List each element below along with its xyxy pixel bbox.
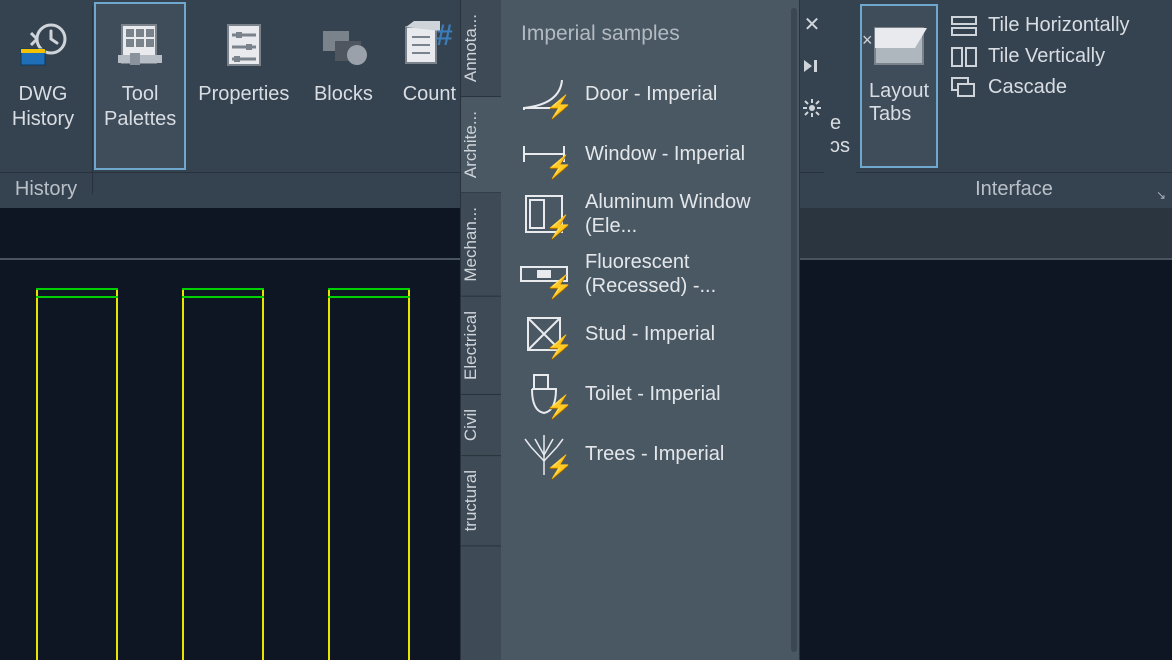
dynamic-bolt-icon: ⚡ [546,334,573,360]
tile-horizontally-button[interactable]: Tile Horizontally [950,14,1130,37]
count-button[interactable]: # Count [387,2,471,170]
fragment-text: e ɔs [824,0,856,172]
layout-tabs-label: Layout Tabs [869,80,929,126]
panel-history-label: History [0,172,92,206]
layout-tabs-icon [868,16,930,72]
stud-icon: ⚡ [517,310,571,358]
palette-item-label: Trees - Imperial [585,442,789,466]
layout-tabs-button[interactable]: Layout Tabs [860,4,938,168]
palette-controls: ✕ [800,12,824,120]
panel-interface: Layout Tabs Tile Horizontally Tile Verti… [856,0,1172,208]
blocks-icon [311,16,375,74]
wall-segment [328,288,410,660]
dynamic-bolt-icon: ⚡ [546,274,573,300]
palette-item-door[interactable]: ⚡ Door - Imperial [515,64,791,124]
fragment-close: × [862,30,873,51]
count-icon: # [397,16,461,74]
fluorescent-icon: ⚡ [517,250,571,298]
tool-palettes-button[interactable]: Tool Palettes [94,2,186,170]
palette-item-label: Aluminum Window (Ele... [585,190,789,238]
palette-item-stud[interactable]: ⚡ Stud - Imperial [515,304,791,364]
blocks-label: Blocks [314,82,373,107]
palette-item-toilet[interactable]: ⚡ Toilet - Imperial [515,364,791,424]
dynamic-bolt-icon: ⚡ [546,454,573,480]
palette-item-label: Door - Imperial [585,82,789,106]
wall-segment [182,288,264,660]
window-icon: ⚡ [517,130,571,178]
palette-tab-annotation[interactable]: Annota... [461,0,501,97]
trees-icon: ⚡ [517,430,571,478]
palette-item-label: Toilet - Imperial [585,382,789,406]
palette-scrollbar[interactable] [791,8,797,652]
panel-interface-label: Interface ↘ [856,172,1172,206]
panel-interface-label-text: Interface [975,178,1053,201]
palette-autohide-button[interactable] [800,54,824,78]
dynamic-bolt-icon: ⚡ [546,154,573,180]
palette-tabstrip: Annota... Archite... Mechan... Electrica… [461,0,501,660]
tool-palettes-label: Tool Palettes [104,82,176,132]
blocks-button[interactable]: Blocks [301,2,385,170]
svg-text:#: # [436,21,453,52]
aluminum-window-icon: ⚡ [517,190,571,238]
door-icon: ⚡ [517,70,571,118]
palette-title: Imperial samples [521,22,791,46]
palette-tab-electrical[interactable]: Electrical [461,297,501,395]
palette-item-label: Stud - Imperial [585,322,789,346]
window-arrange-options: Tile Horizontally Tile Vertically Cascad… [942,0,1144,172]
tile-vertical-icon [950,46,978,68]
tile-vertically-label: Tile Vertically [988,45,1105,68]
palette-settings-button[interactable] [800,96,824,120]
palette-item-trees[interactable]: ⚡ Trees - Imperial [515,424,791,484]
palette-tab-structural[interactable]: tructural [461,456,501,546]
dynamic-bolt-icon: ⚡ [546,94,573,120]
dwg-history-icon [11,16,75,74]
palette-item-window[interactable]: ⚡ Window - Imperial [515,124,791,184]
tool-palette: Annota... Archite... Mechan... Electrica… [460,0,800,660]
dwg-history-label: DWG History [12,82,74,132]
palette-item-fluorescent[interactable]: ⚡ Fluorescent (Recessed) -... [515,244,791,304]
toilet-icon: ⚡ [517,370,571,418]
behind-fragment: e ɔs [824,0,856,208]
cascade-button[interactable]: Cascade [950,76,1130,99]
palette-item-label: Fluorescent (Recessed) -... [585,250,789,298]
dwg-history-button[interactable]: DWG History [1,2,85,170]
count-label: Count [403,82,456,107]
tile-vertically-button[interactable]: Tile Vertically [950,45,1130,68]
palette-tab-mechanical[interactable]: Mechan... [461,193,501,297]
dynamic-bolt-icon: ⚡ [546,214,573,240]
palette-tab-architectural[interactable]: Archite... [461,97,501,193]
tile-horizontal-icon [950,15,978,37]
properties-button[interactable]: Properties [188,2,299,170]
palette-body: Imperial samples ⚡ Door - Imperial ⚡ Win… [501,0,799,660]
dynamic-bolt-icon: ⚡ [546,394,573,420]
palette-item-label: Window - Imperial [585,142,789,166]
properties-label: Properties [198,82,289,107]
tile-horizontally-label: Tile Horizontally [988,14,1130,37]
cascade-label: Cascade [988,76,1067,99]
wall-segment [36,288,118,660]
cascade-icon [950,77,978,99]
properties-icon [212,16,276,74]
palette-close-button[interactable]: ✕ [800,12,824,36]
palette-tab-civil[interactable]: Civil [461,395,501,456]
band-right [800,208,1172,258]
panel-history: DWG History History [0,0,92,208]
palette-item-aluminum-window[interactable]: ⚡ Aluminum Window (Ele... [515,184,791,244]
dialog-launcher-icon[interactable]: ↘ [1156,188,1166,202]
tool-palettes-icon [108,16,172,74]
